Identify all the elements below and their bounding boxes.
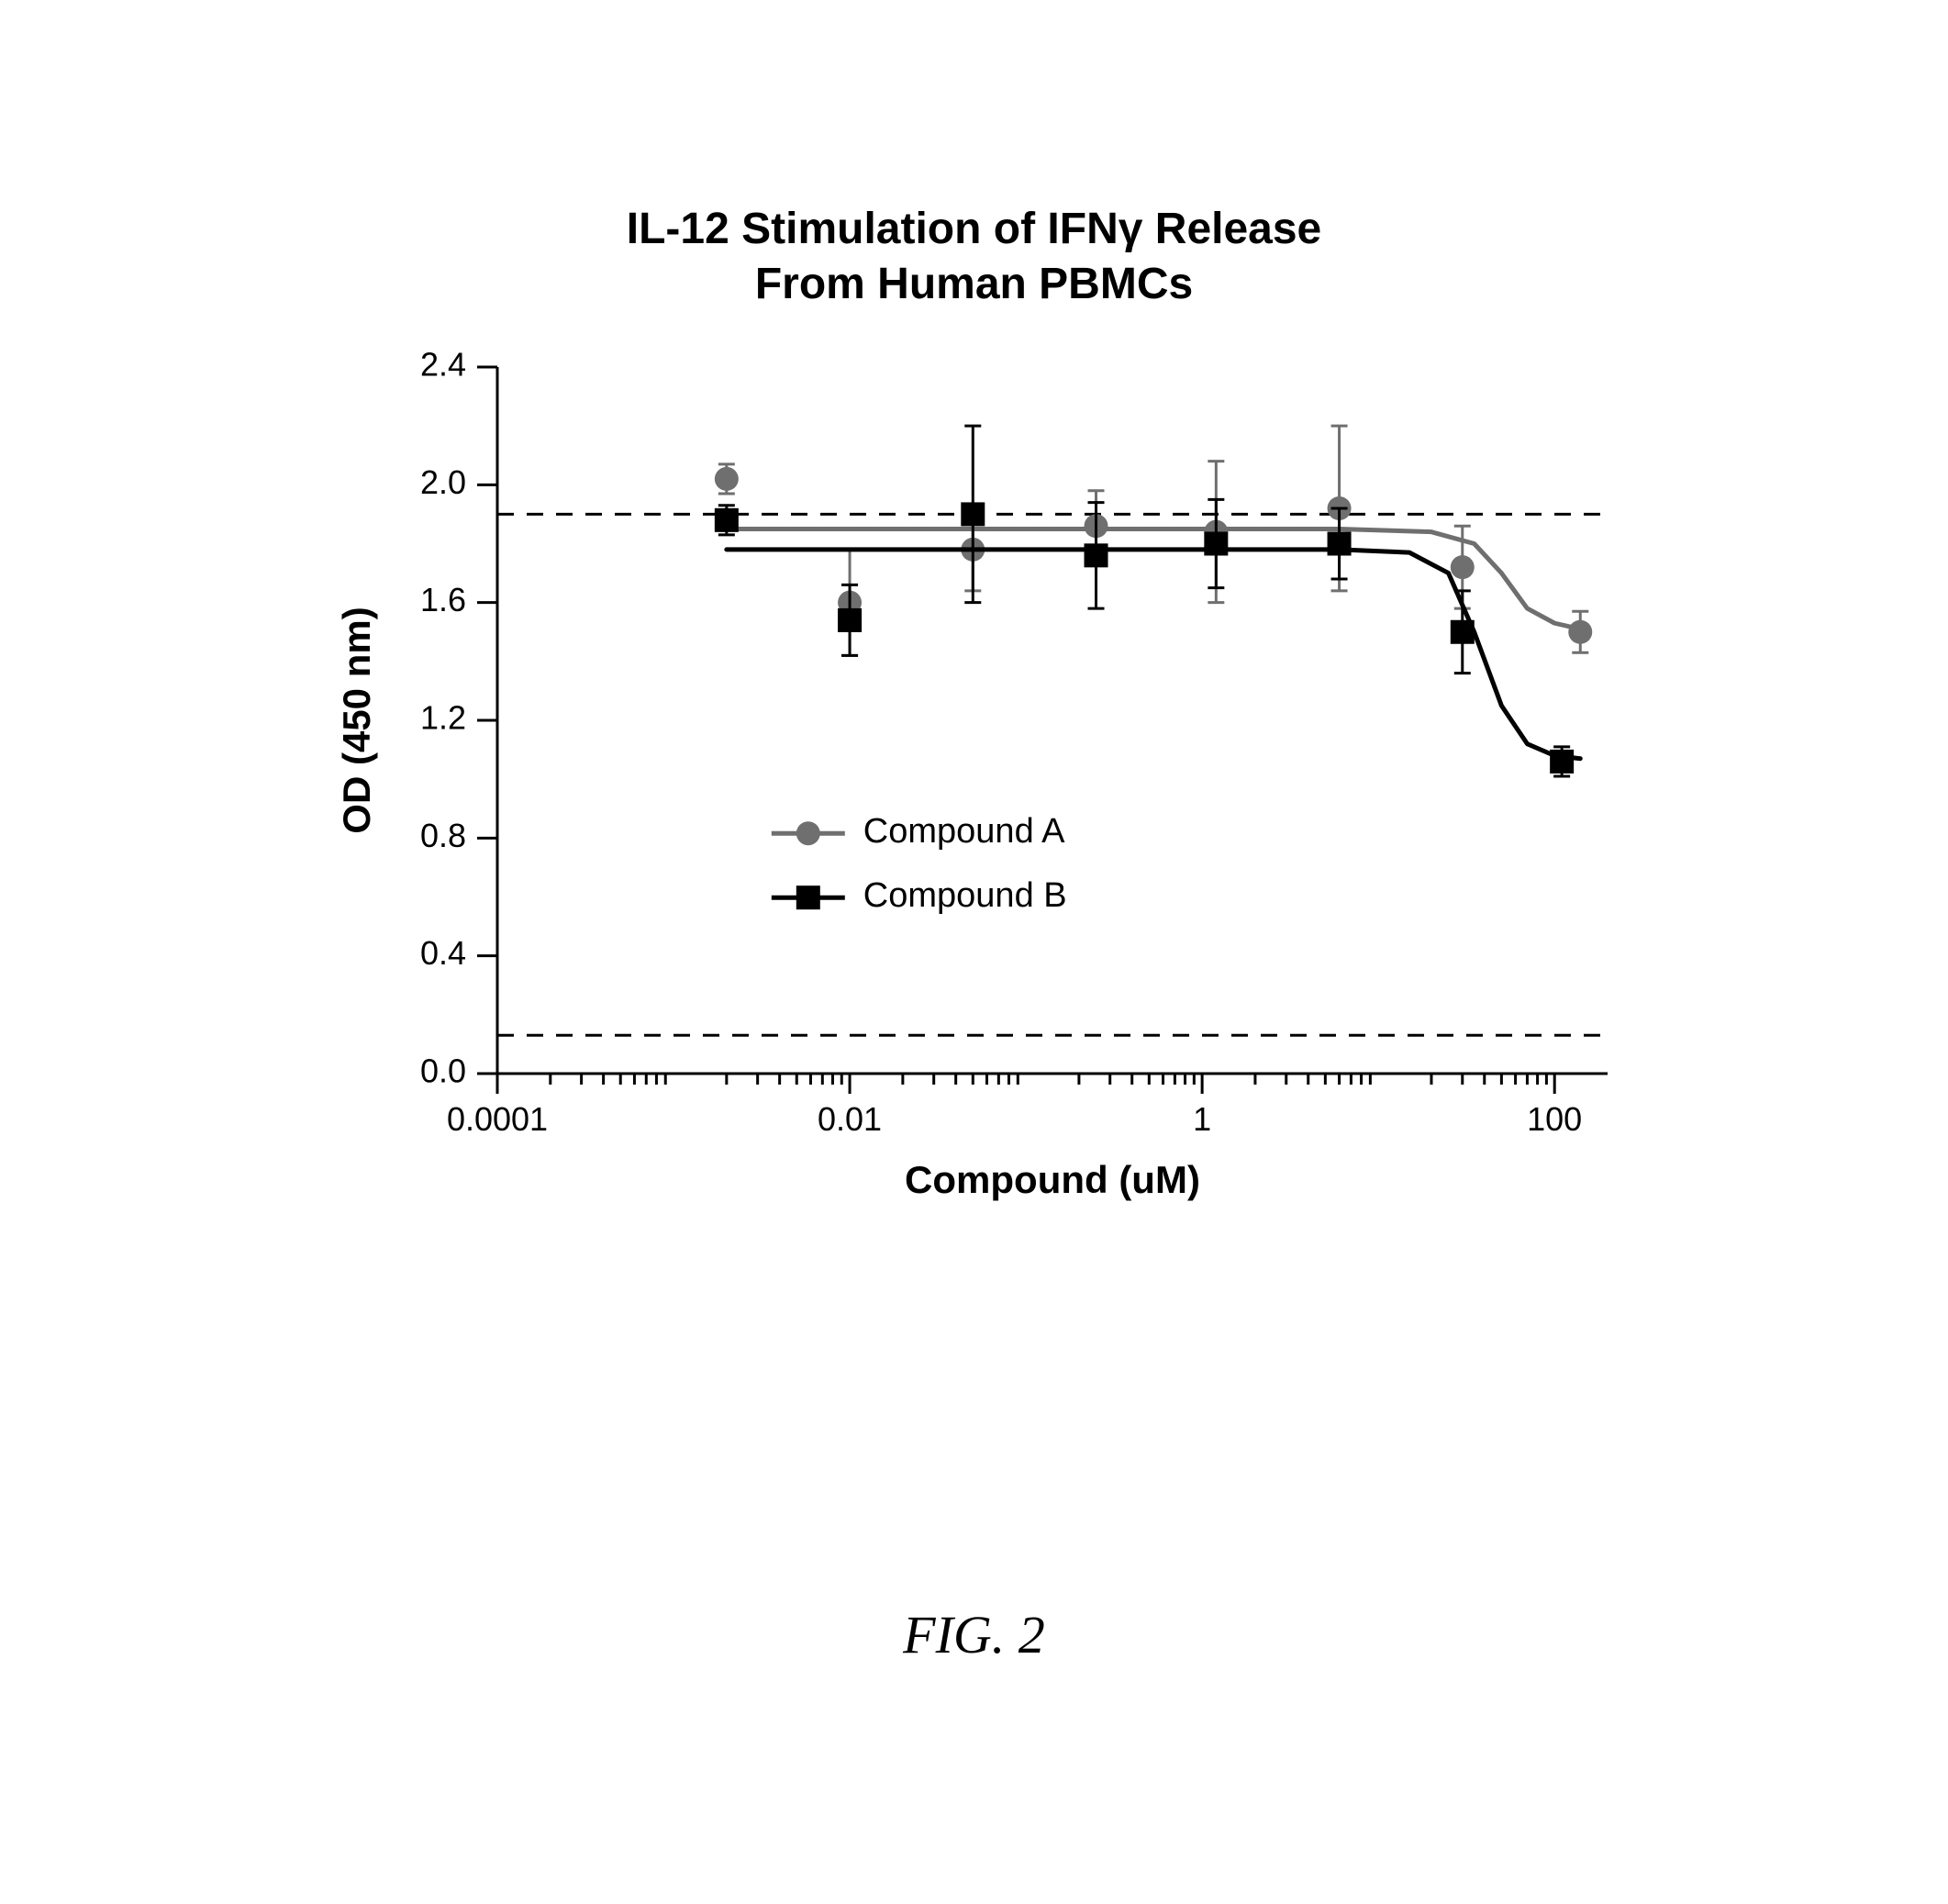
marker-square [1550,750,1574,774]
x-tick-label: 100 [1527,1100,1582,1138]
x-tick-label: 1 [1193,1100,1211,1138]
x-tick-label: 0.01 [818,1100,882,1138]
marker-circle [1450,555,1474,579]
y-tick-label: 1.6 [419,581,465,618]
marker-square [1327,532,1351,556]
legend-label: Compound A [863,812,1064,851]
legend-label: Compound B [863,876,1066,915]
legend-marker-square [796,885,819,909]
chart-title-line1: IL-12 Stimulation of IFNγ Release [627,205,1322,253]
marker-square [1204,532,1228,556]
chart-title: IL-12 Stimulation of IFNγ Release From H… [286,202,1663,312]
legend-marker-circle [796,821,819,845]
figure-caption: FIG. 2 [903,1604,1045,1665]
marker-square [961,502,985,526]
marker-square [1450,620,1474,644]
marker-square [1084,543,1108,567]
chart-container: IL-12 Stimulation of IFNγ Release From H… [286,202,1663,1257]
marker-square [838,608,862,632]
y-tick-label: 0.8 [419,817,465,854]
marker-square [714,508,738,532]
y-axis-label: OD (450 nm) [335,607,378,833]
y-tick-label: 2.0 [419,463,465,501]
x-axis-label: Compound (uM) [905,1158,1200,1201]
marker-circle [1568,620,1592,644]
page: IL-12 Stimulation of IFNγ Release From H… [0,0,1948,1904]
y-tick-label: 0.0 [419,1052,465,1090]
marker-circle [714,467,738,491]
chart-svg: 0.0 0.4 0.8 1.2 1.6 2.0 2.4 OD (450 nm) 0.0001 0.… [286,312,1663,1257]
fit-curve-B [726,550,1579,759]
y-tick-label: 2.4 [419,346,465,384]
legend: Compound A Compound B [771,812,1066,915]
plot-area: 0.0 0.4 0.8 1.2 1.6 2.0 2.4 OD (450 nm) 0.0001 0.… [335,346,1608,1201]
x-tick-label: 0.0001 [446,1100,547,1138]
chart-title-line2: From Human PBMCs [755,260,1193,308]
y-tick-label: 0.4 [419,934,465,972]
y-tick-label: 1.2 [419,699,465,737]
